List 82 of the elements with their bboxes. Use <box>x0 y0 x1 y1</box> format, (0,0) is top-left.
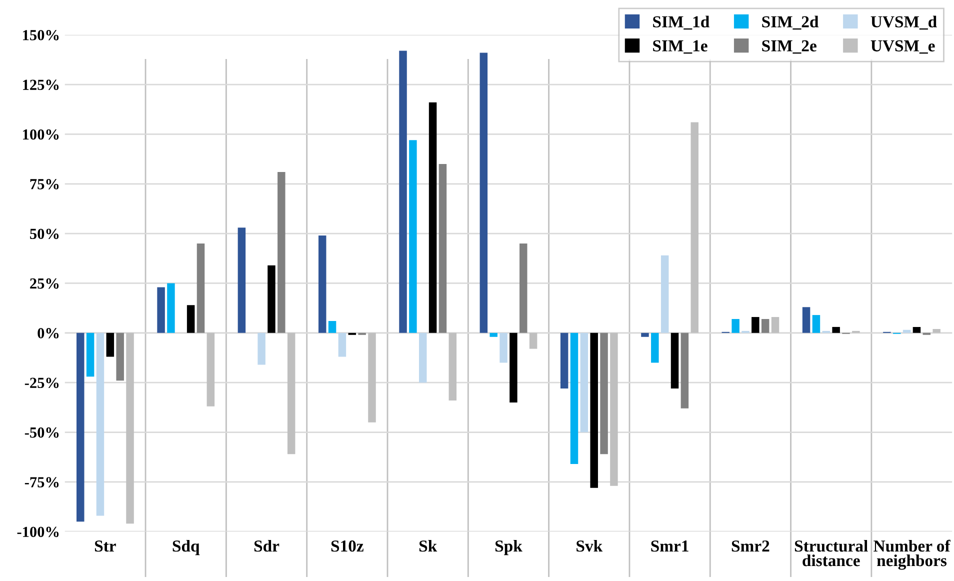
bar <box>448 332 457 400</box>
x-tick-label: Smr2 <box>732 540 770 552</box>
bar <box>812 315 820 333</box>
bar <box>600 332 608 454</box>
bar <box>902 330 911 333</box>
y-tick-label: -100% <box>17 526 59 538</box>
legend-label: UVSM_d <box>870 16 937 30</box>
bar <box>510 332 518 402</box>
y-tick-label: 50% <box>30 228 59 240</box>
y-tick-label: -50% <box>24 427 59 438</box>
x-tick-label: Spk <box>495 540 522 556</box>
y-tick-label: 75% <box>30 179 59 190</box>
y-tick-label: 25% <box>30 278 59 289</box>
x-tick-label: Str <box>94 540 116 552</box>
bar <box>328 320 336 333</box>
legend-label: UVSM_e <box>870 40 935 54</box>
x-tick-label: Sdr <box>254 540 280 552</box>
bar <box>660 255 669 333</box>
bar <box>338 332 346 357</box>
y-tick-label: 0% <box>38 328 59 338</box>
bar <box>206 332 215 406</box>
bar <box>287 332 296 454</box>
bar <box>771 317 780 333</box>
bar <box>86 332 94 377</box>
x-tick-label: Sk <box>419 540 438 552</box>
x-tick-label: Number of neighbors <box>874 540 950 570</box>
bar <box>157 287 165 333</box>
bar <box>670 332 679 389</box>
bar <box>802 307 810 333</box>
bar <box>418 332 427 383</box>
bar <box>580 332 588 432</box>
legend-label: SIM_2d <box>762 16 819 30</box>
bar <box>690 122 698 333</box>
legend-label: SIM_2e <box>762 40 816 54</box>
bar <box>500 332 508 363</box>
bar <box>732 319 740 333</box>
bar <box>651 332 659 363</box>
bar <box>268 265 276 333</box>
y-tick-label: -75% <box>24 477 59 488</box>
x-tick-label: Sdq <box>172 540 200 556</box>
bar <box>560 332 568 389</box>
bar <box>278 172 286 333</box>
bar <box>76 332 84 522</box>
bar <box>490 332 498 337</box>
y-tick-label: 100% <box>23 129 59 140</box>
x-tick-label: Structural distance <box>794 540 868 566</box>
bar <box>258 332 266 365</box>
y-tick-label: 150% <box>23 30 59 40</box>
bar <box>610 332 618 486</box>
bar <box>167 283 175 333</box>
y-tick-label: -25% <box>24 378 59 388</box>
bar <box>480 52 488 333</box>
bar <box>529 332 538 349</box>
bar <box>238 228 246 333</box>
legend-label: SIM_1d <box>653 16 710 30</box>
bar <box>680 332 689 408</box>
legend-label: SIM_1e <box>653 40 708 54</box>
x-tick-label: Smr1 <box>651 540 688 552</box>
bar <box>96 332 104 516</box>
bar <box>438 164 447 333</box>
bar <box>196 243 205 333</box>
bar <box>116 332 124 381</box>
bar <box>761 319 770 333</box>
bar <box>368 332 376 422</box>
bar <box>590 332 598 488</box>
bar <box>186 305 195 333</box>
bar <box>932 328 940 333</box>
x-tick-label: Svk <box>576 540 603 552</box>
bar <box>832 326 840 333</box>
bar <box>318 236 326 333</box>
bar <box>641 332 649 337</box>
bar <box>570 332 578 464</box>
bar <box>106 332 114 357</box>
bar <box>912 326 921 333</box>
bar <box>399 50 407 333</box>
x-tick-label: S10z <box>331 540 364 552</box>
bar <box>126 332 134 524</box>
y-tick-label: 125% <box>23 80 59 90</box>
bar <box>428 102 437 333</box>
bar <box>520 243 528 333</box>
bar <box>409 140 417 333</box>
bar <box>752 317 760 333</box>
